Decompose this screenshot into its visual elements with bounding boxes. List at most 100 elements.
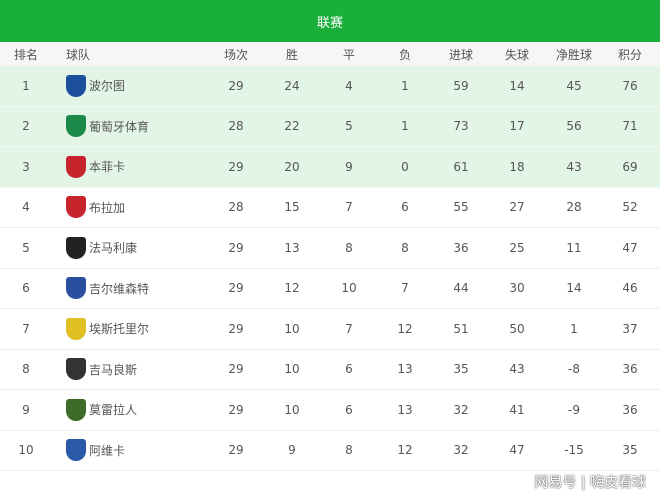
cell-won: 20 — [284, 159, 300, 174]
team-cell[interactable]: 葡萄牙体育 — [66, 107, 149, 147]
header-col-rank[interactable]: 排名 — [13, 47, 38, 62]
header-col-played[interactable]: 场次 — [223, 47, 248, 62]
table-row[interactable]: 4 布拉加 28 15 7 6 55 27 28 52 — [0, 188, 660, 228]
cell-rank: 5 — [22, 240, 30, 255]
cell-gd: 45 — [566, 78, 582, 93]
cell-gf: 51 — [453, 321, 469, 336]
header-col-ga[interactable]: 失球 — [504, 47, 529, 62]
cell-drawn: 7 — [345, 200, 353, 215]
cell-gf: 44 — [453, 281, 469, 296]
team-name: 波尔图 — [89, 79, 126, 94]
cell-gd: -8 — [568, 362, 580, 377]
team-name: 阿维卡 — [89, 443, 126, 458]
header-col-lost[interactable]: 负 — [398, 47, 411, 62]
table-row[interactable]: 10 阿维卡 29 9 8 12 32 47 -15 35 — [0, 431, 660, 471]
cell-rank: 8 — [22, 362, 30, 377]
cell-lost: 1 — [401, 78, 409, 93]
cell-played: 29 — [228, 402, 244, 417]
table-row[interactable]: 8 吉马良斯 29 10 6 13 35 43 -8 36 — [0, 350, 660, 390]
team-cell[interactable]: 吉马良斯 — [66, 350, 137, 390]
table-row[interactable]: 2 葡萄牙体育 28 22 5 1 73 17 56 71 — [0, 106, 660, 147]
team-cell[interactable]: 布拉加 — [66, 188, 125, 228]
header-col-points[interactable]: 积分 — [617, 47, 642, 62]
team-cell[interactable]: 本菲卡 — [66, 147, 125, 187]
cell-played: 29 — [228, 321, 244, 336]
cell-gf: 32 — [453, 443, 469, 458]
cell-played: 29 — [228, 443, 244, 458]
team-name: 莫雷拉人 — [89, 403, 138, 418]
team-cell[interactable]: 法马利康 — [66, 228, 137, 268]
cell-gd: -9 — [568, 402, 580, 417]
cell-played: 29 — [228, 240, 244, 255]
team-cell[interactable]: 波尔图 — [66, 66, 125, 106]
table-header: 排名 球队 场次 胜 平 负 进球 失球 净胜球 积分 — [0, 42, 660, 66]
table-row[interactable]: 9 莫雷拉人 29 10 6 13 32 41 -9 36 — [0, 390, 660, 431]
cell-rank: 3 — [22, 159, 30, 174]
cell-played: 29 — [228, 159, 244, 174]
team-crest-icon — [66, 115, 86, 138]
cell-won: 12 — [284, 281, 300, 296]
cell-rank: 1 — [22, 78, 30, 93]
standings-table: 1 波尔图 29 24 4 1 59 14 45 76 2 葡萄牙体育 28 22 5 1 73 17 56 71 3 本… — [0, 66, 660, 471]
cell-drawn: 7 — [345, 321, 353, 336]
cell-gf: 32 — [453, 402, 469, 417]
team-crest-icon — [66, 74, 86, 97]
team-name: 吉马良斯 — [89, 362, 138, 377]
cell-points: 76 — [622, 78, 638, 93]
cell-rank: 2 — [22, 119, 30, 134]
cell-drawn: 9 — [345, 159, 353, 174]
cell-gd: 14 — [566, 281, 582, 296]
cell-ga: 41 — [509, 402, 525, 417]
table-row[interactable]: 5 法马利康 29 13 8 8 36 25 11 47 — [0, 228, 660, 269]
header-col-won[interactable]: 胜 — [285, 47, 298, 62]
team-crest-icon — [66, 317, 86, 340]
team-cell[interactable]: 吉尔维森特 — [66, 269, 149, 309]
cell-rank: 4 — [22, 200, 30, 215]
cell-points: 47 — [622, 240, 638, 255]
cell-points: 36 — [622, 362, 638, 377]
cell-lost: 12 — [397, 443, 413, 458]
watermark: 网易号 | 嗨皮看球 — [534, 475, 646, 491]
cell-drawn: 6 — [345, 362, 353, 377]
cell-drawn: 6 — [345, 402, 353, 417]
header-col-gd[interactable]: 净胜球 — [555, 47, 592, 62]
cell-ga: 30 — [509, 281, 525, 296]
team-crest-icon — [66, 196, 86, 219]
team-name: 吉尔维森特 — [89, 281, 150, 296]
table-row[interactable]: 3 本菲卡 29 20 9 0 61 18 43 69 — [0, 147, 660, 188]
table-row[interactable]: 7 埃斯托里尔 29 10 7 12 51 50 1 37 — [0, 309, 660, 350]
team-cell[interactable]: 阿维卡 — [66, 431, 125, 471]
header-col-team[interactable]: 球队 — [66, 47, 91, 62]
header-col-drawn[interactable]: 平 — [342, 47, 355, 62]
cell-won: 10 — [284, 362, 300, 377]
header-col-gf[interactable]: 进球 — [448, 47, 473, 62]
cell-lost: 1 — [401, 119, 409, 134]
cell-points: 35 — [622, 443, 638, 458]
cell-won: 13 — [284, 240, 300, 255]
cell-ga: 47 — [509, 443, 525, 458]
team-cell[interactable]: 莫雷拉人 — [66, 390, 137, 430]
cell-ga: 50 — [509, 321, 525, 336]
cell-played: 28 — [228, 119, 244, 134]
cell-rank: 6 — [22, 281, 30, 296]
cell-ga: 18 — [509, 159, 525, 174]
team-name: 法马利康 — [89, 241, 138, 256]
team-name: 埃斯托里尔 — [89, 322, 150, 337]
cell-gf: 61 — [453, 159, 469, 174]
cell-lost: 13 — [397, 402, 413, 417]
cell-points: 69 — [622, 159, 638, 174]
cell-rank: 7 — [22, 321, 30, 336]
team-cell[interactable]: 埃斯托里尔 — [66, 309, 149, 349]
cell-points: 36 — [622, 402, 638, 417]
cell-played: 29 — [228, 78, 244, 93]
table-row[interactable]: 1 波尔图 29 24 4 1 59 14 45 76 — [0, 66, 660, 107]
cell-gd: -15 — [564, 443, 584, 458]
table-row[interactable]: 6 吉尔维森特 29 12 10 7 44 30 14 46 — [0, 269, 660, 309]
team-name: 布拉加 — [89, 200, 126, 215]
cell-gd: 43 — [566, 159, 582, 174]
cell-drawn: 8 — [345, 240, 353, 255]
cell-won: 10 — [284, 402, 300, 417]
cell-gf: 35 — [453, 362, 469, 377]
league-title: 联赛 — [0, 0, 660, 42]
cell-won: 10 — [284, 321, 300, 336]
